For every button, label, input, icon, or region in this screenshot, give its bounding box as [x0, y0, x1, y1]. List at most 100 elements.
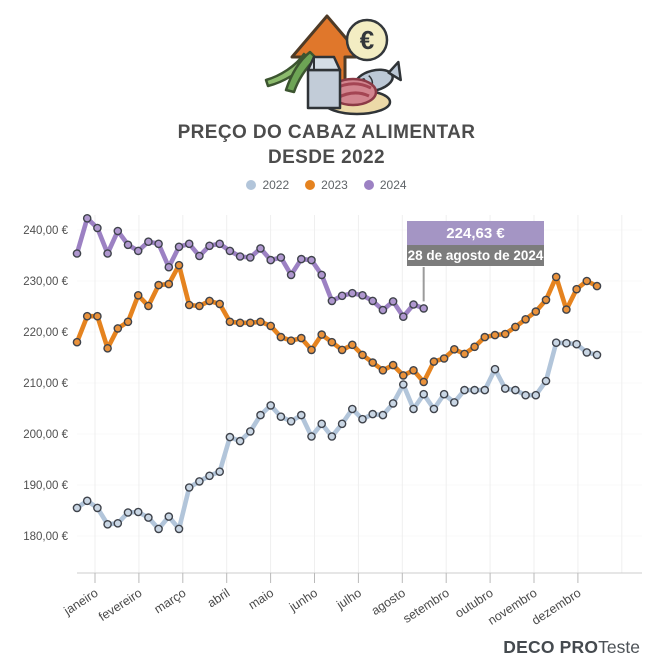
data-point-2022[interactable] — [500, 384, 510, 393]
data-point-2023[interactable] — [449, 344, 459, 354]
data-point-2022[interactable] — [327, 432, 337, 441]
data-point-2023[interactable] — [123, 317, 133, 327]
data-point-2022[interactable] — [296, 410, 306, 420]
data-point-2022[interactable] — [378, 410, 388, 420]
data-point-2023[interactable] — [419, 377, 429, 387]
data-point-2024[interactable] — [154, 239, 163, 249]
data-point-2022[interactable] — [256, 410, 265, 420]
data-point-2022[interactable] — [521, 390, 530, 400]
data-point-2022[interactable] — [164, 512, 174, 521]
data-point-2024[interactable] — [296, 254, 306, 264]
data-point-2022[interactable] — [113, 519, 123, 528]
series-2022[interactable] — [72, 338, 602, 534]
data-point-2023[interactable] — [490, 330, 500, 340]
data-point-2023[interactable] — [276, 332, 286, 342]
data-point-2024[interactable] — [286, 270, 296, 280]
data-point-2022[interactable] — [511, 385, 520, 395]
data-point-2022[interactable] — [388, 399, 398, 408]
data-point-2022[interactable] — [307, 432, 316, 441]
data-point-2022[interactable] — [195, 477, 204, 486]
data-point-2024[interactable] — [245, 253, 255, 262]
data-point-2022[interactable] — [154, 524, 163, 534]
data-point-2022[interactable] — [419, 389, 429, 399]
data-point-2022[interactable] — [133, 507, 143, 517]
data-point-2023[interactable] — [113, 324, 123, 333]
data-point-2023[interactable] — [164, 279, 174, 289]
data-point-2023[interactable] — [337, 345, 347, 355]
data-point-2022[interactable] — [449, 398, 459, 407]
data-point-2022[interactable] — [245, 427, 255, 436]
data-point-2022[interactable] — [317, 419, 327, 429]
data-point-2022[interactable] — [225, 432, 235, 442]
data-point-2023[interactable] — [531, 307, 541, 316]
data-point-2023[interactable] — [245, 318, 255, 328]
data-point-2022[interactable] — [205, 471, 214, 481]
data-point-2022[interactable] — [429, 404, 439, 414]
data-point-2023[interactable] — [480, 332, 490, 342]
data-point-2022[interactable] — [72, 503, 82, 513]
data-point-2022[interactable] — [490, 364, 500, 374]
data-point-2023[interactable] — [133, 290, 143, 300]
data-point-2024[interactable] — [419, 304, 429, 313]
data-point-2024[interactable] — [317, 270, 327, 280]
data-point-2023[interactable] — [388, 360, 398, 370]
data-point-2022[interactable] — [144, 513, 153, 522]
data-point-2024[interactable] — [205, 241, 214, 251]
data-point-2023[interactable] — [174, 260, 184, 270]
data-point-2023[interactable] — [307, 345, 316, 355]
data-point-2023[interactable] — [429, 357, 439, 366]
data-point-2024[interactable] — [307, 255, 316, 265]
data-point-2022[interactable] — [439, 389, 449, 399]
data-point-2022[interactable] — [184, 483, 194, 492]
data-point-2023[interactable] — [144, 301, 153, 311]
data-point-2023[interactable] — [317, 330, 327, 339]
data-point-2022[interactable] — [460, 385, 469, 395]
data-point-2023[interactable] — [470, 342, 479, 352]
data-point-2023[interactable] — [195, 301, 204, 311]
data-point-2024[interactable] — [327, 296, 337, 306]
data-point-2023[interactable] — [296, 333, 306, 343]
data-point-2022[interactable] — [82, 496, 92, 506]
data-point-2023[interactable] — [327, 337, 337, 347]
data-point-2022[interactable] — [347, 404, 357, 414]
data-point-2022[interactable] — [572, 339, 581, 349]
data-point-2024[interactable] — [133, 246, 143, 256]
data-point-2022[interactable] — [470, 385, 479, 395]
data-point-2024[interactable] — [337, 291, 347, 301]
data-point-2022[interactable] — [398, 380, 408, 389]
data-point-2023[interactable] — [93, 311, 102, 321]
data-point-2023[interactable] — [398, 371, 408, 380]
data-point-2023[interactable] — [409, 365, 418, 375]
data-point-2023[interactable] — [225, 317, 235, 327]
data-point-2024[interactable] — [378, 305, 388, 315]
data-point-2024[interactable] — [144, 237, 153, 246]
data-point-2024[interactable] — [195, 251, 204, 261]
data-point-2023[interactable] — [541, 295, 551, 305]
data-point-2024[interactable] — [409, 300, 418, 309]
data-point-2022[interactable] — [592, 350, 602, 360]
data-point-2023[interactable] — [521, 314, 530, 324]
data-point-2024[interactable] — [235, 252, 245, 261]
data-point-2023[interactable] — [235, 318, 245, 328]
data-point-2022[interactable] — [409, 404, 418, 414]
data-point-2023[interactable] — [511, 322, 520, 332]
data-point-2023[interactable] — [347, 340, 357, 350]
data-point-2022[interactable] — [531, 390, 541, 400]
data-point-2023[interactable] — [266, 321, 276, 331]
data-point-2024[interactable] — [276, 253, 286, 262]
data-point-2024[interactable] — [184, 239, 194, 249]
data-point-2022[interactable] — [480, 385, 490, 395]
data-point-2022[interactable] — [551, 338, 561, 348]
legend-item-2022[interactable]: 2022 — [246, 178, 289, 192]
data-point-2024[interactable] — [174, 242, 184, 252]
data-point-2023[interactable] — [154, 280, 163, 290]
data-point-2024[interactable] — [398, 312, 408, 322]
data-point-2023[interactable] — [205, 296, 214, 306]
data-point-2023[interactable] — [103, 343, 112, 353]
data-point-2024[interactable] — [72, 249, 82, 258]
data-point-2022[interactable] — [266, 401, 276, 410]
series-2023[interactable] — [72, 260, 602, 387]
data-point-2023[interactable] — [460, 349, 469, 359]
data-point-2024[interactable] — [225, 246, 235, 256]
data-point-2024[interactable] — [368, 296, 378, 306]
